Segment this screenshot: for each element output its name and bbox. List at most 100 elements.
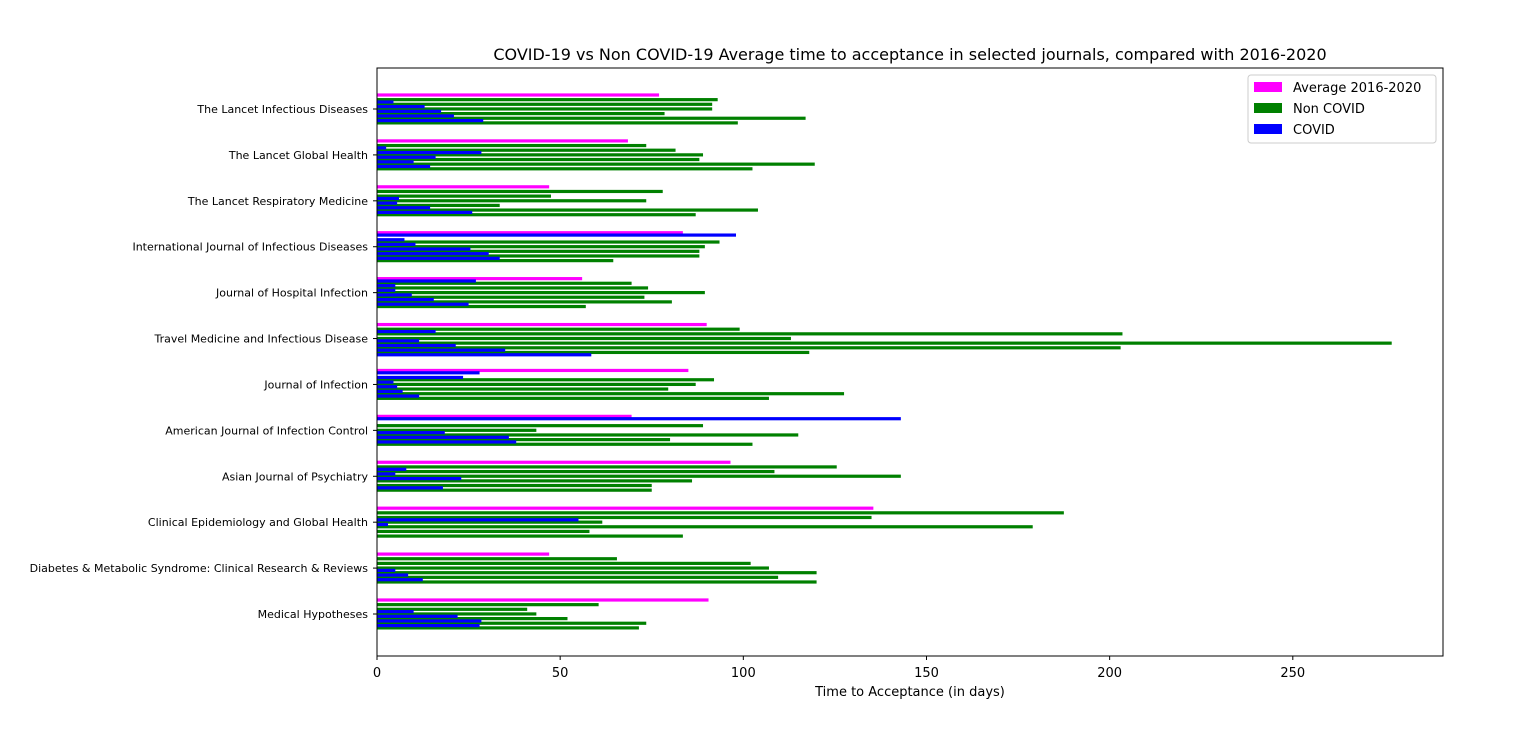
bar-non-covid [377, 433, 799, 437]
bar-non-covid [377, 290, 705, 295]
bar-covid [377, 329, 436, 334]
bar-non-covid [377, 529, 590, 534]
bar-non-covid [377, 295, 645, 299]
bar-non-covid [377, 603, 599, 607]
bar-covid [377, 467, 407, 471]
y-tick-label: International Journal of Infectious Dise… [132, 241, 368, 254]
bar-non-covid [377, 469, 775, 474]
bar-non-covid [377, 107, 713, 111]
bar-non-covid [377, 240, 720, 244]
bar-non-covid [377, 396, 769, 400]
bar-covid [377, 210, 473, 215]
bar-covid [377, 624, 480, 628]
bar-covid [377, 164, 431, 169]
bar-non-covid [377, 286, 649, 290]
bar-covid [377, 284, 396, 288]
bar-non-covid [377, 304, 586, 309]
bar-non-covid [377, 350, 810, 355]
bar-average-2016-2020 [377, 460, 731, 464]
bar-non-covid [377, 626, 639, 630]
bar-covid [377, 247, 471, 251]
bar-non-covid [377, 580, 817, 584]
chart-title: COVID-19 vs Non COVID-19 Average time to… [493, 45, 1326, 64]
bar-non-covid [377, 98, 718, 102]
bar-covid [377, 114, 454, 118]
bar-covid [377, 435, 509, 439]
bar-covid [377, 522, 388, 527]
bar-covid [377, 105, 425, 109]
bar-covid [377, 100, 394, 104]
bar-non-covid [377, 143, 647, 148]
bar-non-covid [377, 194, 552, 198]
bar-non-covid [377, 189, 663, 194]
bar-non-covid [377, 162, 815, 166]
bar-covid [377, 573, 409, 577]
bar-non-covid [377, 245, 705, 249]
bar-covid [377, 201, 398, 205]
bar-average-2016-2020 [377, 598, 709, 602]
legend-label: Average 2016-2020 [1293, 81, 1421, 96]
x-tick-label: 200 [1097, 666, 1122, 681]
bar-non-covid [377, 428, 537, 432]
bar-covid [377, 150, 482, 155]
x-tick-label: 100 [731, 666, 756, 681]
bar-non-covid [377, 575, 779, 579]
x-tick-label: 0 [373, 666, 381, 681]
bar-average-2016-2020 [377, 322, 707, 327]
y-tick-label: Travel Medicine and Infectious Disease [154, 333, 369, 346]
bar-covid [377, 431, 445, 435]
x-tick-label: 250 [1280, 666, 1305, 681]
bar-non-covid [377, 332, 1123, 336]
bar-non-covid [377, 254, 700, 258]
x-axis: 0 50 100 150 200 250 [373, 656, 1305, 681]
bar-covid [377, 472, 396, 476]
y-tick-label: Medical Hypotheses [258, 608, 369, 621]
bar-non-covid [377, 392, 845, 396]
bar-non-covid [377, 438, 671, 442]
bar-covid [377, 155, 436, 159]
bar-non-covid [377, 213, 696, 217]
y-tick-label: Clinical Epidemiology and Global Health [148, 516, 368, 529]
bar-non-covid [377, 112, 665, 116]
bar-non-covid [377, 300, 672, 304]
bar-covid [377, 206, 431, 210]
bar-covid [377, 302, 469, 306]
bar-non-covid [377, 387, 669, 391]
bar-non-covid [377, 153, 704, 157]
y-tick-label: The Lancet Global Health [228, 149, 368, 162]
x-tick-label: 50 [552, 666, 569, 681]
bars-group [377, 93, 1392, 630]
bar-average-2016-2020 [377, 93, 660, 97]
bar-average-2016-2020 [377, 368, 689, 373]
bar-non-covid [377, 167, 753, 171]
bar-non-covid [377, 336, 791, 341]
bar-non-covid [377, 561, 751, 565]
bar-covid [377, 119, 484, 123]
x-tick-label: 150 [914, 666, 939, 681]
bar-non-covid [377, 534, 683, 538]
bar-covid [377, 353, 592, 357]
bar-covid [377, 568, 396, 572]
bar-covid [377, 385, 398, 389]
bar-non-covid [377, 121, 738, 125]
bar-covid [377, 242, 416, 246]
bar-covid [377, 109, 442, 113]
bar-non-covid [377, 116, 806, 120]
bar-non-covid [377, 571, 817, 575]
bar-non-covid [377, 102, 713, 106]
bar-non-covid [377, 259, 614, 263]
bar-covid [377, 518, 579, 522]
bar-non-covid [377, 203, 500, 208]
bar-covid [377, 619, 482, 623]
legend-box [1247, 74, 1437, 144]
bar-non-covid [377, 607, 528, 611]
y-tick-label: The Lancet Infectious Diseases [196, 103, 368, 116]
x-axis-label: Time to Acceptance (in days) [814, 685, 1005, 700]
bar-average-2016-2020 [377, 231, 683, 235]
y-tick-label: Asian Journal of Psychiatry [222, 470, 368, 483]
bar-non-covid [377, 341, 1392, 345]
bar-non-covid [377, 515, 872, 520]
plot-frame [376, 67, 1444, 657]
bar-non-covid [377, 520, 603, 524]
